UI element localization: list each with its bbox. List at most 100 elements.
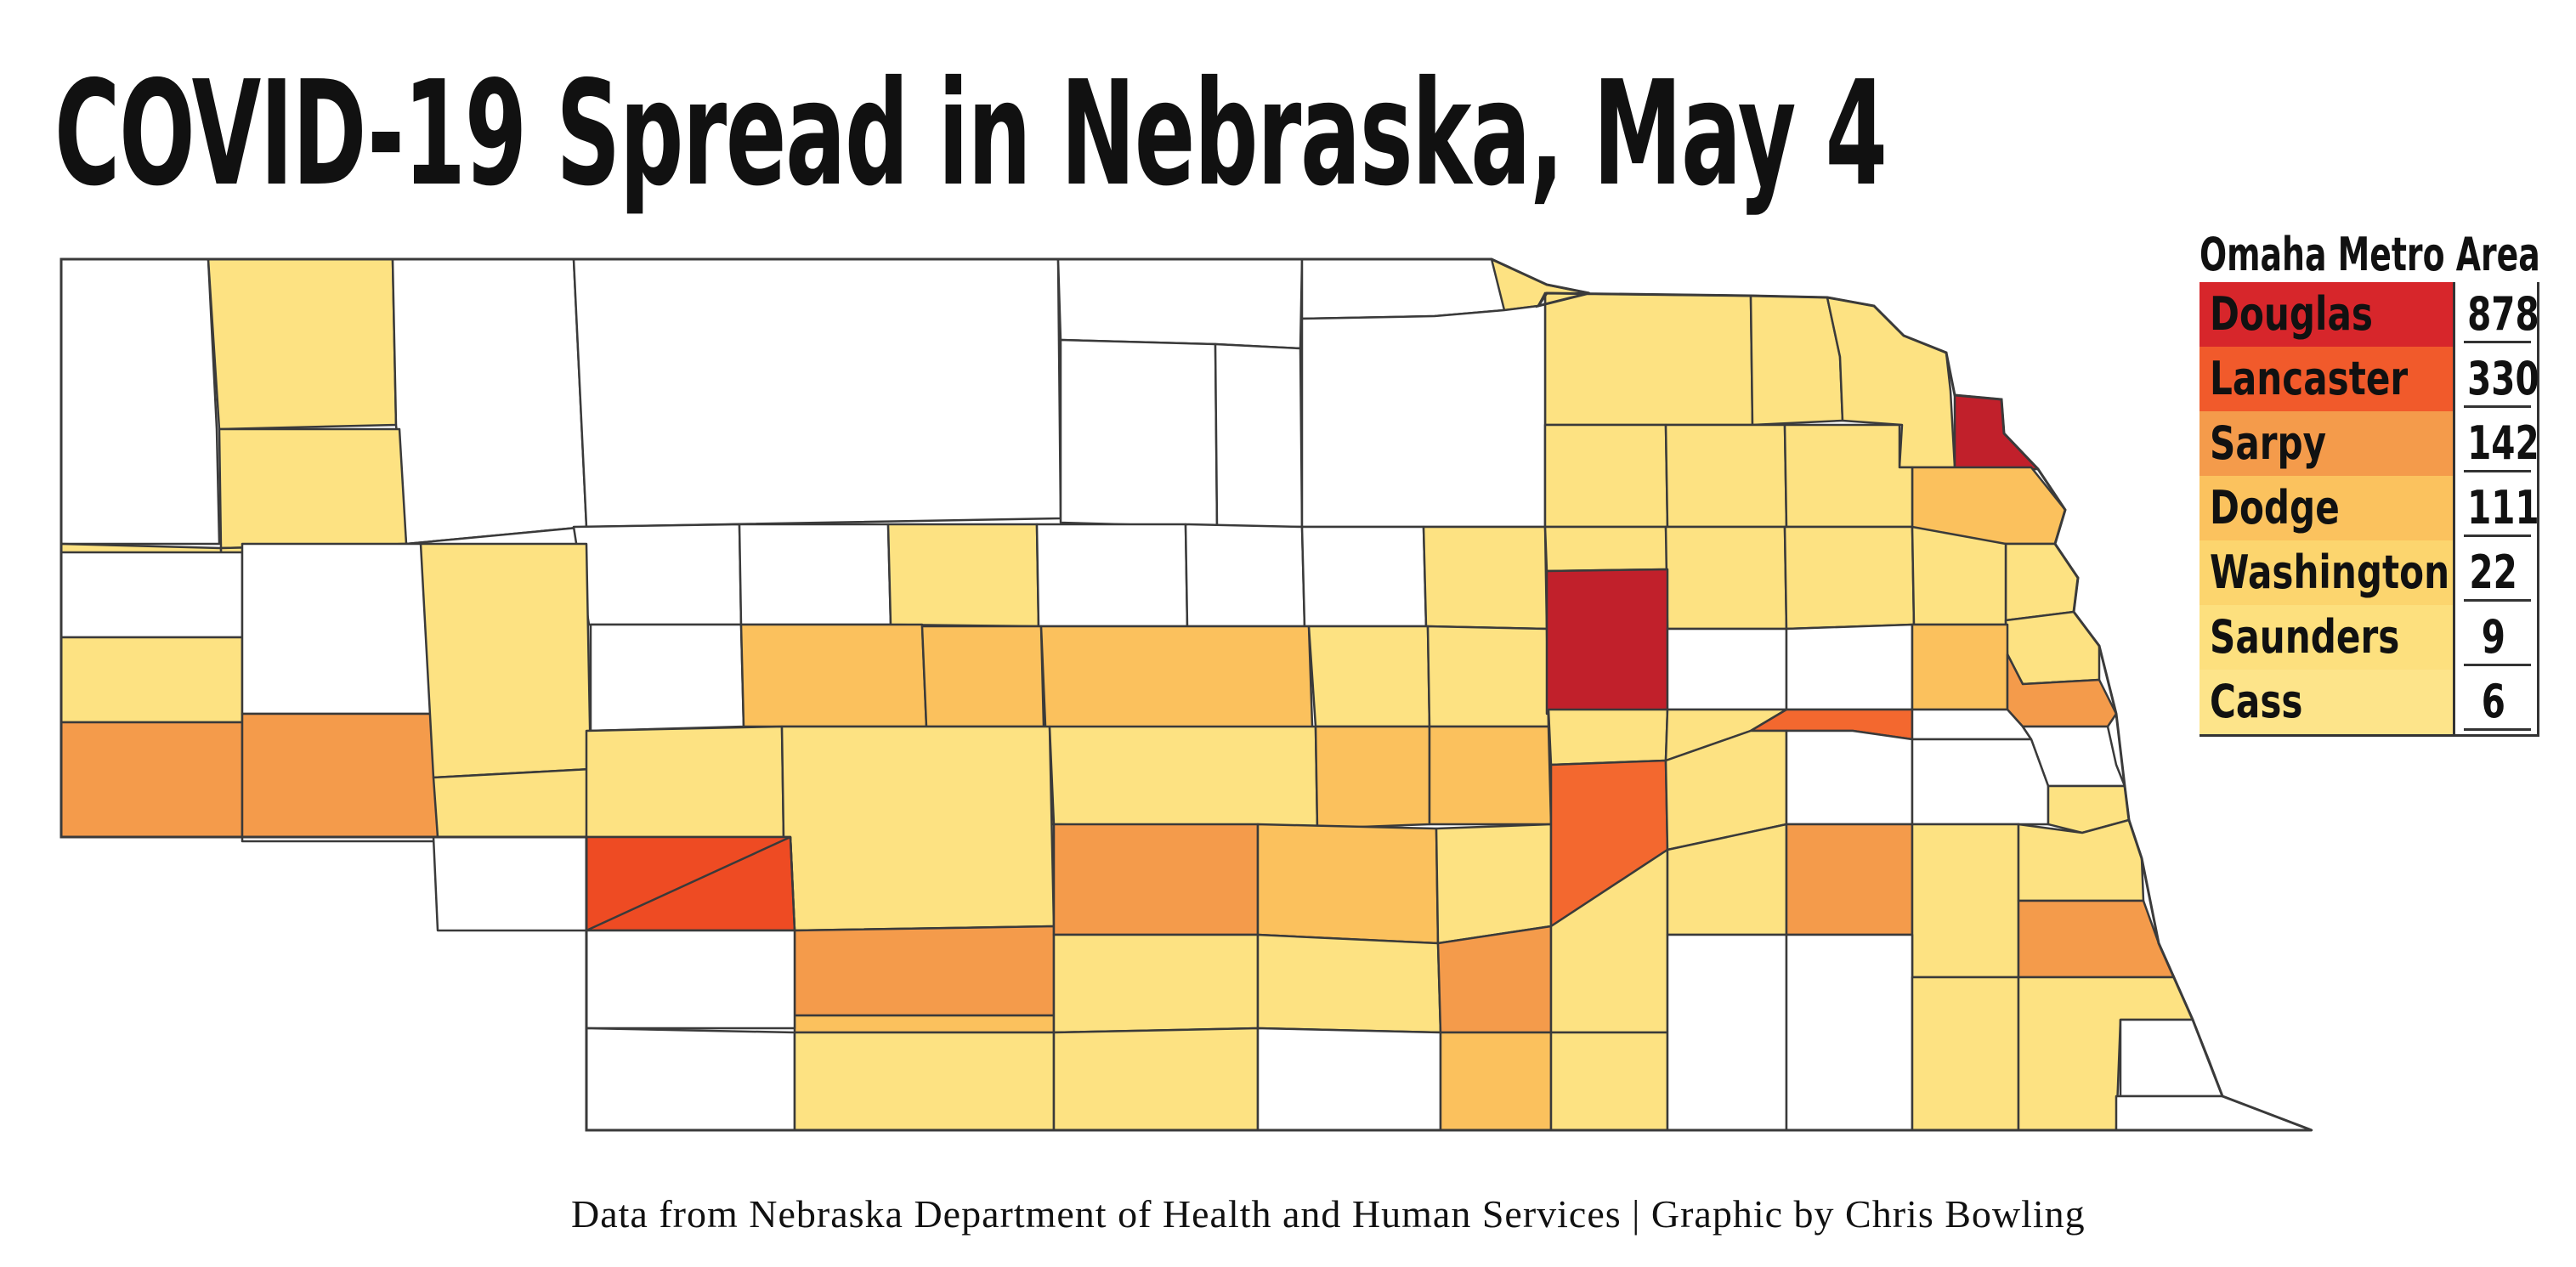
- county-stanton[interactable]: [1783, 525, 1916, 631]
- county-nance[interactable]: [1545, 568, 1669, 716]
- county-howard[interactable]: [1426, 625, 1550, 728]
- county-merrick-n[interactable]: [1547, 708, 1669, 766]
- county-sherman[interactable]: [1314, 725, 1431, 830]
- county-banner[interactable]: [59, 551, 244, 639]
- legend-case-count: 111: [2453, 476, 2539, 540]
- county-keith-n[interactable]: [241, 712, 439, 839]
- county-holt[interactable]: [1300, 291, 1547, 529]
- county-deuel[interactable]: [241, 542, 435, 716]
- county-sheridan[interactable]: [391, 257, 588, 546]
- county-cedar[interactable]: [1749, 294, 1844, 427]
- map-title: COVID-19 Spread in Nebraska, May 4: [54, 50, 1888, 218]
- county-keya-paha-2[interactable]: [1059, 338, 1219, 529]
- county-hitchcock-n[interactable]: [793, 1031, 1056, 1132]
- county-logan[interactable]: [589, 623, 745, 732]
- county-perkins[interactable]: [432, 835, 588, 932]
- county-york[interactable]: [1785, 729, 1914, 826]
- county-hall-n[interactable]: [1428, 725, 1553, 826]
- county-cuming[interactable]: [1911, 525, 2007, 626]
- legend-case-count: 9: [2453, 605, 2531, 670]
- county-otoe[interactable]: [2017, 899, 2176, 979]
- county-cherry-n[interactable]: [1056, 257, 1304, 350]
- legend-case-count: 330: [2453, 347, 2539, 411]
- legend-county-name: Dodge: [2200, 476, 2453, 540]
- county-dawson[interactable]: [1048, 725, 1319, 830]
- county-knox[interactable]: [1543, 291, 1754, 427]
- legend-case-count: 878: [2453, 282, 2539, 347]
- county-thayer-n[interactable]: [1666, 933, 1788, 1132]
- legend-case-count: 22: [2453, 540, 2531, 605]
- county-thurston[interactable]: [1664, 423, 1788, 529]
- legend-count-value: 6: [2481, 675, 2505, 728]
- legend-row: Cass 6: [2200, 670, 2537, 734]
- legend-row: Washington 22: [2200, 540, 2537, 605]
- county-lancaster[interactable]: [1911, 823, 2020, 979]
- county-layer: [59, 257, 2313, 1132]
- county-frontier-w[interactable]: [793, 925, 1056, 1017]
- county-blaine[interactable]: [1035, 523, 1189, 628]
- legend-row: Sarpy 142: [2200, 411, 2539, 476]
- county-arthur[interactable]: [419, 542, 592, 779]
- county-webster-n[interactable]: [1439, 1031, 1553, 1132]
- county-cheyenne[interactable]: [59, 721, 244, 839]
- legend-count-value: 330: [2467, 352, 2539, 405]
- county-madison[interactable]: [1664, 525, 1788, 631]
- county-thomas[interactable]: [886, 523, 1040, 628]
- county-mcpherson[interactable]: [432, 767, 592, 839]
- county-lancaster-n[interactable]: [1911, 738, 2050, 826]
- county-custer-w[interactable]: [739, 623, 928, 728]
- county-lincoln-n[interactable]: [585, 725, 785, 839]
- county-platte[interactable]: [1666, 627, 1788, 711]
- county-kimball-area[interactable]: [59, 636, 244, 724]
- county-greeley[interactable]: [1307, 625, 1431, 728]
- legend-count-value: 142: [2467, 416, 2539, 470]
- county-hayes[interactable]: [793, 1014, 1056, 1034]
- county-wheeler[interactable]: [1422, 525, 1548, 631]
- county-franklin-n[interactable]: [1256, 1027, 1442, 1132]
- legend-header: Omaha Metro Area: [2200, 228, 2540, 281]
- legend-county-name: Douglas: [2200, 282, 2453, 347]
- legend-row: Dodge 111: [2200, 476, 2539, 540]
- county-sioux[interactable]: [59, 257, 221, 546]
- county-dundy-n[interactable]: [585, 929, 796, 1030]
- county-cass[interactable]: [2017, 818, 2145, 902]
- county-custer[interactable]: [920, 625, 1045, 728]
- legend-row: Douglas 878: [2200, 282, 2539, 347]
- county-kearney[interactable]: [1052, 933, 1260, 1034]
- county-nuckolls-n[interactable]: [1549, 1031, 1669, 1132]
- county-dodge[interactable]: [1911, 623, 2009, 711]
- county-garfield[interactable]: [1300, 525, 1428, 628]
- county-wayne[interactable]: [1783, 423, 1914, 529]
- county-seward[interactable]: [1785, 823, 1914, 936]
- county-dawes[interactable]: [207, 257, 398, 431]
- county-burt[interactable]: [2004, 610, 2101, 686]
- county-boone-n[interactable]: [1543, 525, 1669, 573]
- county-pawnee[interactable]: [2115, 1094, 2313, 1132]
- county-box-butte[interactable]: [218, 427, 408, 550]
- county-grant[interactable]: [572, 523, 743, 626]
- county-loup[interactable]: [1184, 523, 1306, 628]
- legend-county-label: Saunders: [2210, 610, 2400, 664]
- county-jefferson-n[interactable]: [1785, 933, 1914, 1132]
- county-gage[interactable]: [1911, 976, 2020, 1132]
- county-chase[interactable]: [585, 1027, 796, 1132]
- county-antelope[interactable]: [1543, 423, 1669, 529]
- county-lincoln[interactable]: [780, 725, 1056, 932]
- county-phelps[interactable]: [1256, 823, 1440, 945]
- county-adams[interactable]: [1256, 933, 1442, 1034]
- county-red-willow[interactable]: [1052, 1027, 1260, 1132]
- county-rock[interactable]: [1214, 342, 1304, 529]
- county-hooker[interactable]: [738, 523, 892, 626]
- county-monona-ne[interactable]: [2004, 542, 2080, 622]
- county-colfax[interactable]: [1785, 623, 1914, 711]
- county-cherry-w[interactable]: [572, 257, 1062, 529]
- county-dakota[interactable]: [1953, 393, 2040, 473]
- legend-count-value: 878: [2467, 287, 2539, 341]
- county-buffalo[interactable]: [1435, 823, 1553, 945]
- state-outline: [59, 257, 2313, 1132]
- source-credit: Data from Nebraska Department of Health …: [571, 1192, 2086, 1236]
- county-clay[interactable]: [1436, 925, 1553, 1034]
- county-gosper[interactable]: [1052, 823, 1260, 936]
- legend-table: Douglas 878 Lancaster 330 Sarpy 142 Dodge 111 Wa…: [2200, 282, 2539, 737]
